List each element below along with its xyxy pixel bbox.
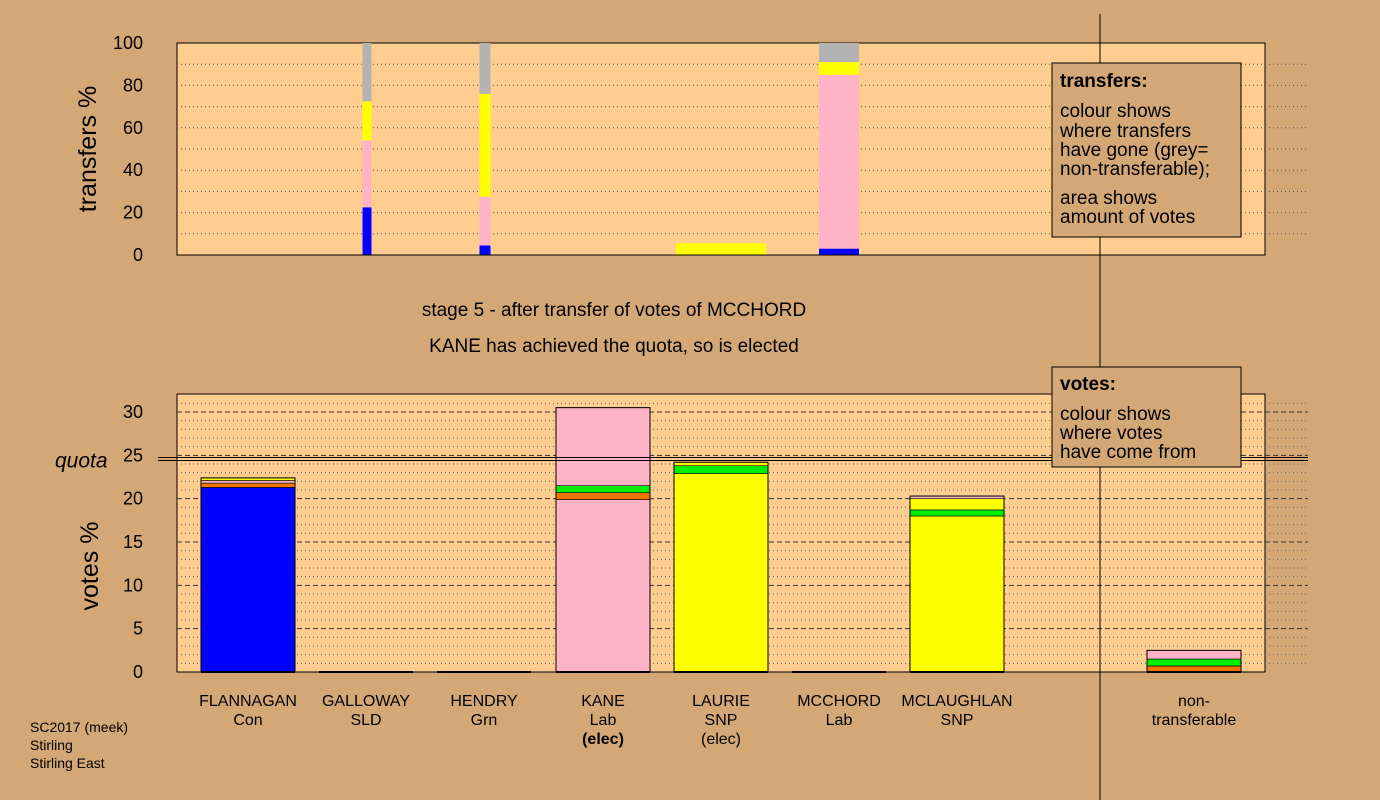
votes-panel: 0 5 10 15 20 25 30 votes % FLANNAGAN Con GALLOWAY S… [55, 393, 1308, 748]
transfer-segment [819, 43, 859, 63]
transfer-segment [479, 93, 491, 197]
candidate-name: non- [1178, 693, 1210, 710]
footer-line: SC2017 (meek) [30, 719, 128, 735]
vote-segment [673, 465, 769, 474]
candidate-party: Lab [590, 712, 617, 729]
vote-segment [200, 487, 296, 673]
legend-transfers-line: have gone (grey= [1060, 140, 1208, 161]
candidate-party: Grn [471, 712, 498, 729]
vote-segment [909, 509, 1005, 517]
candidate-name: MCLAUGHLAN [901, 693, 1012, 710]
y-tick-label: 15 [123, 532, 143, 552]
legend-transfers-line: where transfers [1059, 121, 1191, 142]
y-tick-label: 80 [123, 75, 143, 95]
vote-segment [555, 407, 651, 486]
candidate-status: (elec) [582, 731, 624, 748]
y-tick-label: 0 [133, 245, 143, 265]
vote-segment [200, 482, 296, 488]
transfer-segment [362, 43, 372, 102]
candidate-status: (elec) [701, 731, 741, 748]
vote-segment [673, 461, 769, 467]
y-tick-label: 25 [123, 445, 143, 465]
vote-segment [1146, 650, 1242, 660]
legend-votes-line: where votes [1059, 423, 1162, 444]
legend-transfers-line: area shows [1060, 188, 1157, 209]
vote-segment [909, 515, 1005, 673]
stage-caption: stage 5 - after transfer of votes of MCC… [422, 300, 806, 321]
y-tick-label: 20 [123, 489, 143, 509]
legend-votes: votes: colour shows where votes have com… [1051, 366, 1242, 468]
y-tick-label: 0 [133, 662, 143, 682]
vote-segment [200, 480, 296, 484]
y-tick-label: 10 [123, 575, 143, 595]
y-tick-label: 5 [133, 619, 143, 639]
vote-segment [555, 492, 651, 500]
vote-segment [909, 498, 1005, 511]
elected-caption: KANE has achieved the quota, so is elect… [429, 336, 799, 357]
transfer-segment [479, 245, 491, 255]
vote-segment [555, 499, 651, 673]
transfer-segment [819, 62, 859, 75]
legend-votes-line: have come from [1060, 442, 1196, 463]
candidate-name: FLANNAGAN [199, 693, 297, 710]
transfer-segment [362, 207, 372, 255]
transfer-segment [819, 74, 859, 249]
y-tick-label: 20 [123, 203, 143, 223]
legend-transfers-line: non-transferable); [1060, 159, 1210, 180]
legend-votes-line: colour shows [1060, 404, 1171, 425]
transfer-segment [479, 43, 491, 94]
y-tick-label: 60 [123, 118, 143, 138]
transfer-segment [819, 248, 859, 255]
y-tick-label: 30 [123, 402, 143, 422]
legend-transfers-title: transfers: [1060, 71, 1148, 92]
candidate-party: Con [233, 712, 262, 729]
quota-label: quota [55, 450, 108, 473]
transfer-segment [676, 243, 766, 255]
candidate-name: MCCHORD [797, 693, 881, 710]
vote-segment [1146, 658, 1242, 667]
footer-line: Stirling East [30, 755, 105, 771]
vote-segment [673, 473, 769, 673]
candidate-name: transferable [1152, 712, 1237, 729]
candidate-name: KANE [581, 693, 625, 710]
transfer-segment [479, 196, 491, 246]
footer-line: Stirling [30, 737, 73, 753]
transfer-segment [362, 101, 372, 141]
candidate-name: HENDRY [450, 693, 518, 710]
y-axis-label: transfers % [74, 86, 102, 212]
candidate-party: Lab [826, 712, 853, 729]
candidate-name: GALLOWAY [322, 693, 410, 710]
legend-transfers: transfers: colour shows where transfers … [1051, 62, 1242, 238]
legend-transfers-line: amount of votes [1060, 207, 1195, 228]
candidate-party: SNP [705, 712, 738, 729]
candidate-party: SNP [941, 712, 974, 729]
candidate-name: LAURIE [692, 693, 750, 710]
y-axis-label: votes % [76, 522, 104, 611]
vote-segment [555, 485, 651, 493]
legend-votes-title: votes: [1060, 374, 1116, 395]
legend-transfers-line: colour shows [1060, 101, 1171, 122]
transfer-segment [362, 140, 372, 208]
candidate-party: SLD [350, 712, 381, 729]
y-tick-label: 100 [113, 33, 143, 53]
y-tick-label: 40 [123, 160, 143, 180]
